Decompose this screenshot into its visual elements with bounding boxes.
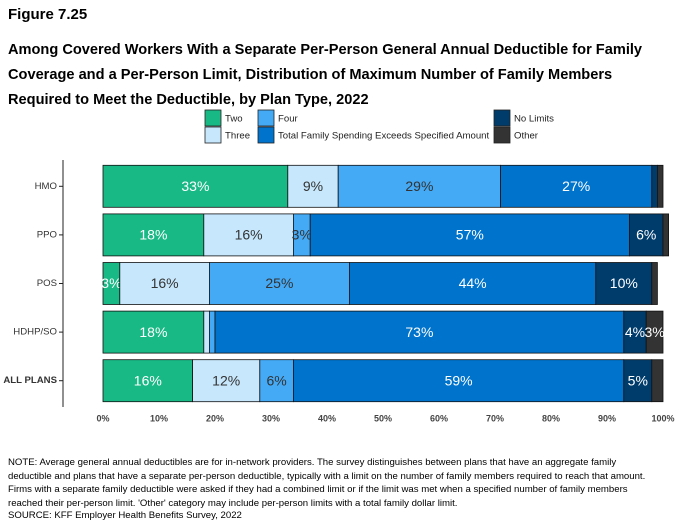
chart: Two Three Four Total Family Spending Exceed… xyxy=(3,109,675,423)
source: SOURCE: KFF Employer Health Benefits Sur… xyxy=(8,510,242,521)
legend-swatch xyxy=(493,109,511,127)
value-label: 29% xyxy=(405,178,433,194)
legend-swatch xyxy=(257,126,275,144)
value-label: 6% xyxy=(636,227,656,243)
value-label: 27% xyxy=(562,178,590,194)
bar-segment xyxy=(119,262,210,305)
value-label: 3% xyxy=(644,324,664,340)
bar-segment xyxy=(102,310,205,354)
legend-label: Other xyxy=(514,131,539,142)
bar-segment xyxy=(309,213,630,257)
legend-label: Three xyxy=(225,131,250,142)
legend-swatch xyxy=(257,109,275,127)
note: NOTE: Average general annual deductibles… xyxy=(8,457,646,509)
bar-segment xyxy=(208,310,216,354)
chart-title: Among Covered Workers With a Separate Pe… xyxy=(8,42,643,108)
x-tick-label: 100% xyxy=(651,413,674,423)
value-label: 16% xyxy=(151,275,179,291)
x-tick-label: 60% xyxy=(430,413,448,423)
legend-label: Two xyxy=(225,114,243,125)
x-tick-label: 90% xyxy=(598,413,616,423)
x-tick-label: 70% xyxy=(486,413,504,423)
bar-segment xyxy=(651,262,658,305)
value-label: 25% xyxy=(265,275,293,291)
x-tick-label: 50% xyxy=(374,413,392,423)
value-label: 6% xyxy=(266,372,286,388)
value-label: 5% xyxy=(628,372,648,388)
bar-segment xyxy=(208,262,350,305)
bar-segment xyxy=(348,262,597,305)
value-label: 3% xyxy=(292,227,312,243)
bar-segment xyxy=(645,310,664,354)
value-label: 33% xyxy=(181,178,209,194)
bar-segment xyxy=(651,164,658,208)
value-label: 18% xyxy=(139,324,167,340)
bar-segment xyxy=(214,310,625,354)
bar-segment xyxy=(629,213,664,257)
bar-segment xyxy=(102,164,289,208)
bar-segment xyxy=(657,164,664,208)
bar-segment xyxy=(337,164,502,208)
legend-label: No Limits xyxy=(514,114,554,125)
value-label: 16% xyxy=(134,372,162,388)
bar-segment xyxy=(259,359,294,403)
value-label: 16% xyxy=(235,227,263,243)
bar-segment xyxy=(623,359,653,403)
x-tick-label: 10% xyxy=(150,413,168,423)
value-label: 59% xyxy=(445,372,473,388)
value-label: 12% xyxy=(212,372,240,388)
legend-label: Total Family Spending Exceeds Specified … xyxy=(278,131,490,142)
legend-swatch xyxy=(204,126,222,144)
value-label: 73% xyxy=(405,324,433,340)
value-label: 9% xyxy=(303,178,323,194)
x-tick-label: 80% xyxy=(542,413,560,423)
y-tick-label: ALL PLANS xyxy=(3,375,57,386)
value-label: 4% xyxy=(625,324,645,340)
y-tick-label: POS xyxy=(37,278,57,289)
figure-label: Figure 7.25 xyxy=(8,6,88,23)
y-tick-label: PPO xyxy=(37,229,57,240)
bar-segment xyxy=(651,359,664,403)
legend-swatch xyxy=(493,126,511,144)
value-label: 3% xyxy=(101,275,121,291)
legend-swatch xyxy=(204,109,222,127)
value-label: 10% xyxy=(610,275,638,291)
value-label: 18% xyxy=(139,227,167,243)
bar-segment xyxy=(292,359,625,403)
bar-segment xyxy=(500,164,653,208)
legend-label: Four xyxy=(278,114,299,125)
bar-segment xyxy=(203,213,294,257)
x-tick-label: 0% xyxy=(96,413,109,423)
x-tick-label: 40% xyxy=(318,413,336,423)
y-tick-label: HMO xyxy=(35,181,57,192)
bar-segment xyxy=(192,359,261,403)
y-tick-label: HDHP/SO xyxy=(13,327,57,338)
bar-segment xyxy=(662,213,669,257)
x-tick-label: 20% xyxy=(206,413,224,423)
bar-segment xyxy=(102,359,193,403)
x-tick-label: 30% xyxy=(262,413,280,423)
value-label: 44% xyxy=(459,275,487,291)
bar-segment xyxy=(203,310,210,354)
bar-segment xyxy=(595,262,653,305)
value-label: 57% xyxy=(456,227,484,243)
